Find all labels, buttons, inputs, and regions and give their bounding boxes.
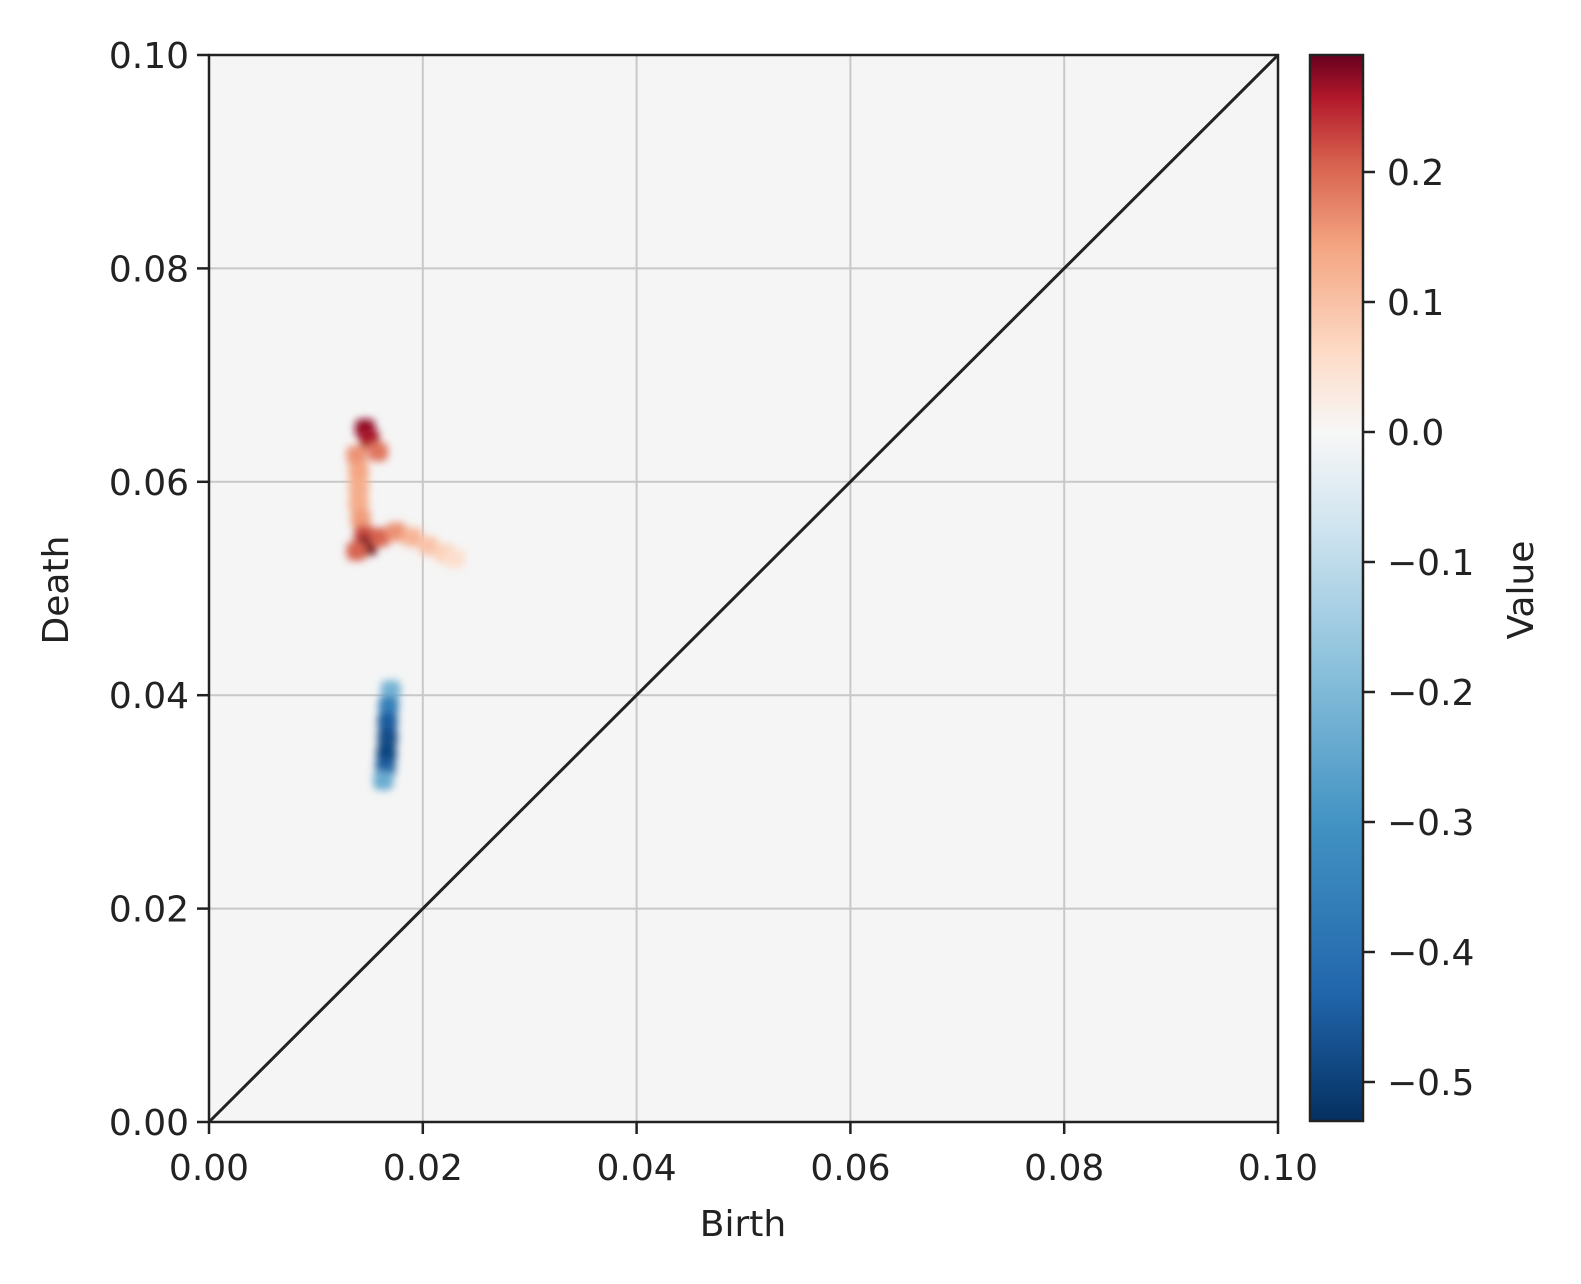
heatmap-cell xyxy=(367,442,388,462)
y-tick-label: 0.04 xyxy=(109,676,189,717)
y-tick-label: 0.00 xyxy=(109,1103,189,1144)
heatmap-cell xyxy=(348,461,369,481)
heatmap-cell xyxy=(377,728,398,748)
colorbar-tick-label: −0.5 xyxy=(1387,1063,1474,1104)
x-tick-label: 0.02 xyxy=(383,1148,463,1189)
colorbar-tick-label: 0.0 xyxy=(1387,413,1444,454)
colorbar xyxy=(1308,53,1365,1123)
heatmap-cell xyxy=(380,680,401,700)
heatmap-cell xyxy=(402,527,423,547)
colorbar-tick-label: 0.2 xyxy=(1387,153,1444,194)
plot-area-frame xyxy=(207,53,1280,1124)
x-axis-label: Birth xyxy=(700,1204,786,1245)
y-tick-label: 0.08 xyxy=(109,249,189,290)
x-tick-label: 0.10 xyxy=(1238,1148,1318,1189)
heatmap-cell xyxy=(373,771,394,791)
heatmap-cell xyxy=(418,536,439,556)
x-tick-label: 0.00 xyxy=(169,1148,249,1189)
colorbar-tick-label: 0.1 xyxy=(1387,283,1444,324)
y-tick-label: 0.02 xyxy=(109,890,189,931)
colorbar-label: Value xyxy=(1501,541,1542,640)
heatmap-cell xyxy=(370,527,391,547)
y-axis-ticks: 0.00 0.02 0.04 0.06 0.08 0.10 xyxy=(109,36,209,1144)
colorbar-tick-label: −0.2 xyxy=(1387,673,1474,714)
x-tick-label: 0.08 xyxy=(1024,1148,1104,1189)
x-axis-ticks: 0.00 0.02 0.04 0.06 0.08 0.10 xyxy=(169,1122,1318,1189)
y-tick-label: 0.10 xyxy=(109,36,189,77)
colorbar-tick-label: −0.3 xyxy=(1387,803,1474,844)
heatmap-cell xyxy=(348,477,369,497)
heatmap-cell xyxy=(346,445,367,465)
grid-lines xyxy=(209,55,1278,1122)
diagonal-line xyxy=(207,53,1280,1124)
x-tick-label: 0.06 xyxy=(810,1148,890,1189)
heatmap-cell xyxy=(350,509,371,529)
heatmap-cell xyxy=(348,493,369,513)
colorbar-tick-label: −0.1 xyxy=(1387,543,1474,584)
heatmap-cell xyxy=(386,522,407,542)
heatmap-cell xyxy=(346,541,367,561)
heatmap-cells xyxy=(346,418,465,791)
heatmap-cell xyxy=(377,712,398,732)
colorbar-ticks: 0.2 0.1 0.0 −0.1 −0.2 −0.3 −0.4 −0.5 xyxy=(1363,153,1474,1104)
y-tick-label: 0.06 xyxy=(109,463,189,504)
heatmap-cell xyxy=(444,549,465,569)
x-tick-label: 0.04 xyxy=(597,1148,677,1189)
colorbar-tick-label: −0.4 xyxy=(1387,933,1474,974)
y-axis-label: Death xyxy=(36,536,77,645)
heatmap-cell xyxy=(378,696,399,716)
